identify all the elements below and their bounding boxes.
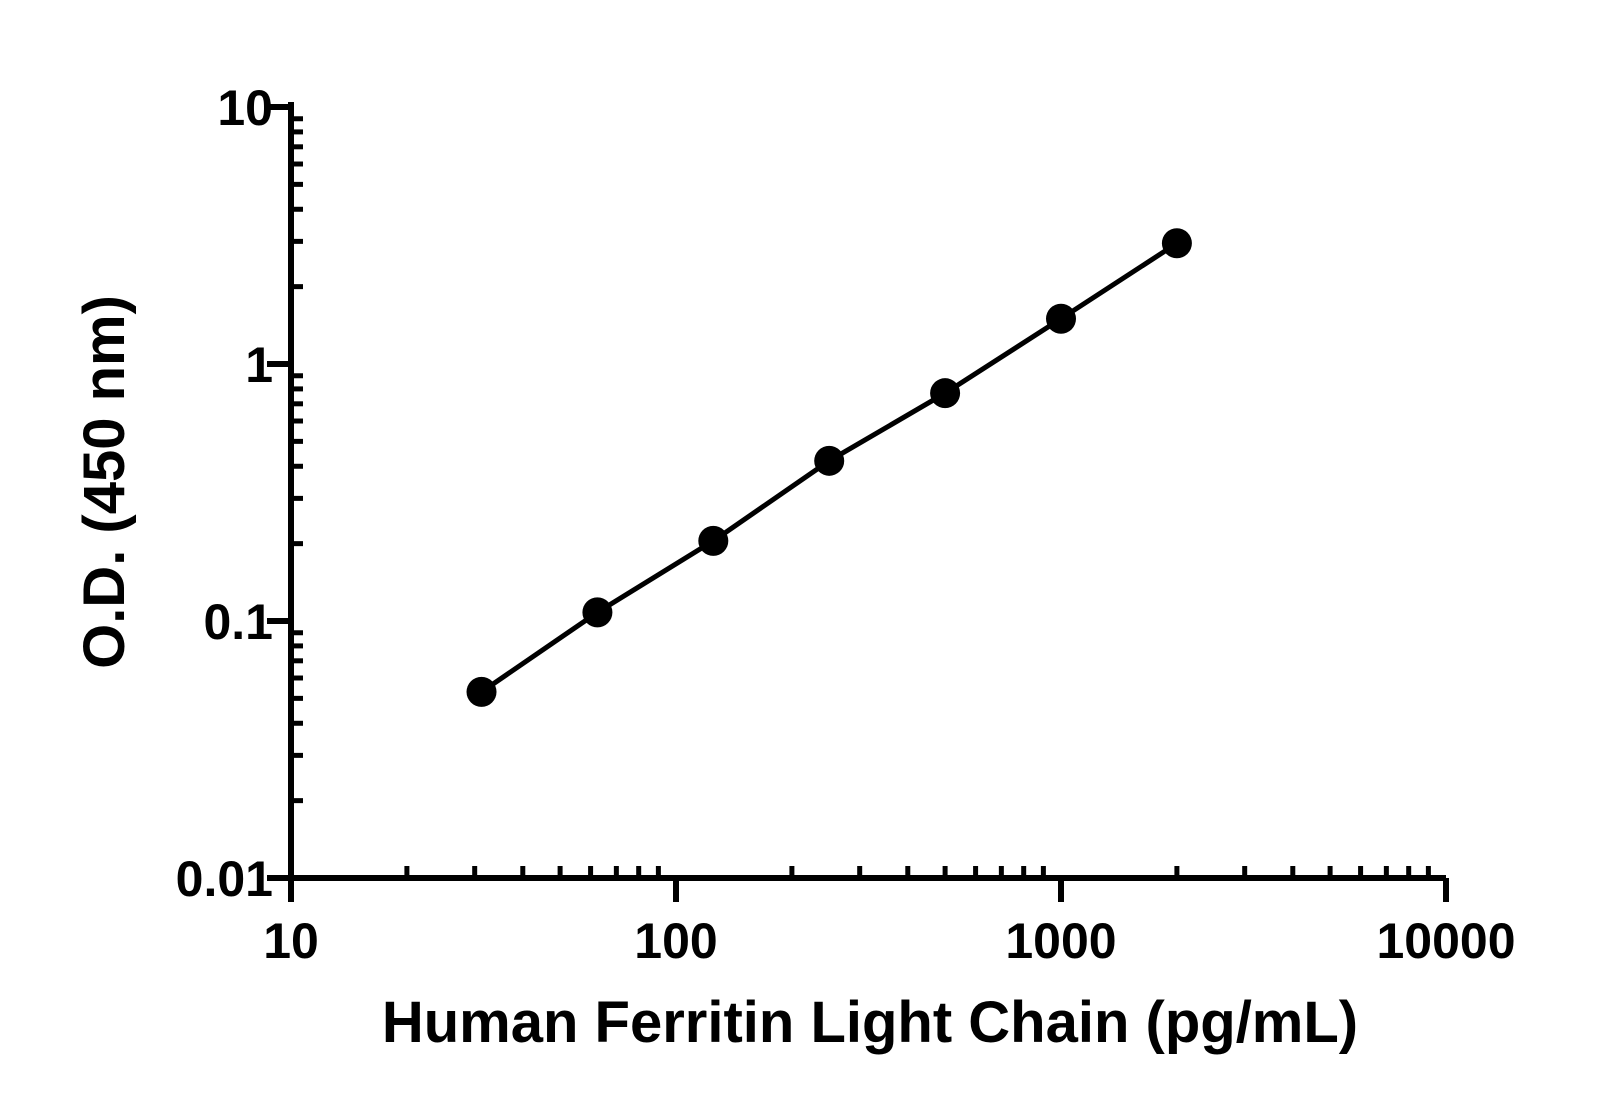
data-point <box>1046 303 1076 334</box>
y-tick-label: 0.01 <box>176 851 273 907</box>
data-point <box>466 676 497 707</box>
y-tick-label: 0.1 <box>203 594 273 650</box>
data-point <box>582 597 613 628</box>
data-point <box>814 445 845 476</box>
y-tick-label: 1 <box>245 337 273 393</box>
data-point <box>698 525 729 556</box>
x-tick-label: 10 <box>263 913 319 969</box>
plot-area <box>466 228 1192 707</box>
tick-labels: 0.01 0.1 1 10 10 100 1000 10000 <box>176 80 1516 969</box>
data-point <box>930 378 961 409</box>
y-axis-title: O.D. (450 nm) <box>72 295 137 669</box>
x-tick-label: 10000 <box>1376 913 1515 969</box>
x-axis-title: Human Ferritin Light Chain (pg/mL) <box>382 990 1358 1055</box>
y-tick-label: 10 <box>217 80 273 136</box>
x-tick-label: 1000 <box>1005 913 1116 969</box>
data-point <box>1161 228 1192 259</box>
tick-marks <box>267 104 1449 902</box>
x-tick-label: 100 <box>634 913 717 969</box>
axes <box>288 102 1446 882</box>
